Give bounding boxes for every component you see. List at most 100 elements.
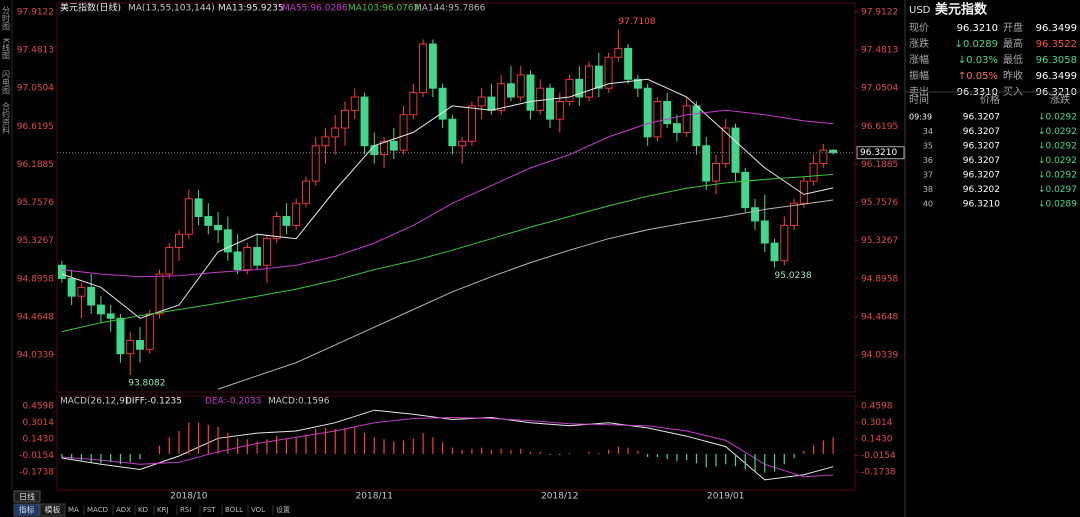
y-tick-label: 96.6195 xyxy=(861,122,898,132)
candle-body xyxy=(272,216,281,240)
tick-change: ↓0.0292 xyxy=(1038,142,1077,152)
candle-body xyxy=(516,74,525,98)
legend-entry: DIFF:-0.1235 xyxy=(125,397,182,407)
candle-body xyxy=(575,78,584,98)
y-tick-label: 94.0339 xyxy=(17,351,54,361)
indicator-tab[interactable]: MACD xyxy=(87,506,108,514)
legend-entry: DEA:-0.2033 xyxy=(205,397,261,407)
candle-body xyxy=(780,224,789,262)
toolbar-label[interactable]: 指标 xyxy=(19,505,35,515)
candle-body xyxy=(301,180,310,204)
y-tick-label: 94.8958 xyxy=(861,274,898,284)
candle-body xyxy=(194,198,203,217)
candle-body xyxy=(721,127,730,164)
legend-entry: MA144:95.7866 xyxy=(414,4,486,14)
candle-body xyxy=(672,123,681,133)
tick-price: 96.3207 xyxy=(963,113,1000,123)
quote-value: ↓0.0289 xyxy=(955,39,998,50)
quote-label: 最低 xyxy=(1003,53,1023,66)
candle-body xyxy=(751,207,759,222)
candle-body xyxy=(77,286,86,297)
candle-body xyxy=(555,101,564,120)
x-tick-label: 2018/11 xyxy=(356,492,393,502)
candle-body xyxy=(67,278,76,297)
sidebar-tab[interactable]: K线图 xyxy=(2,38,11,60)
y-tick-label: 95.3267 xyxy=(861,236,898,246)
candle-body xyxy=(380,140,389,156)
indicator-tab[interactable]: KD xyxy=(138,506,148,514)
candle-body xyxy=(145,313,154,350)
sidebar-tab[interactable]: 分时图 xyxy=(2,6,11,31)
period-button[interactable] xyxy=(13,490,41,503)
y-tick-label: 0.1430 xyxy=(23,435,55,445)
candle-body xyxy=(165,247,174,275)
table-header: 时间 xyxy=(909,93,929,106)
candle-body xyxy=(136,339,144,350)
candle-body xyxy=(604,56,613,89)
candle-body xyxy=(292,202,301,226)
indicator-tab[interactable]: 设置 xyxy=(276,505,290,514)
candle-body xyxy=(57,264,66,279)
candle-body xyxy=(731,127,740,173)
indicator-tab[interactable]: MA xyxy=(68,506,79,514)
candle-body xyxy=(370,145,379,156)
y-tick-label: 0.4598 xyxy=(23,402,55,412)
indicator-tab[interactable]: RSI xyxy=(180,506,191,514)
candle-body xyxy=(497,83,506,111)
candle-body xyxy=(702,145,711,182)
indicator-tab[interactable]: BOLL xyxy=(225,506,243,514)
tick-change: ↓0.0292 xyxy=(1038,171,1077,181)
candle-body xyxy=(243,247,252,271)
tick-price: 96.3202 xyxy=(963,185,1000,195)
quote-label: 振幅 xyxy=(909,69,929,82)
quote-value: ↑0.05% xyxy=(958,71,998,82)
candle-body xyxy=(741,171,750,209)
candle-body xyxy=(536,87,545,111)
y-tick-label: 96.1885 xyxy=(17,160,54,170)
y-tick-label: -0.1738 xyxy=(19,467,54,477)
macd-frame xyxy=(56,395,856,491)
candle-body xyxy=(760,220,769,244)
candle-body xyxy=(477,96,486,107)
line-series xyxy=(61,109,834,278)
toolbar-button[interactable] xyxy=(13,503,40,517)
toolbar-label[interactable]: 模板 xyxy=(45,505,61,515)
indicator-tab[interactable]: ADX xyxy=(116,506,131,514)
quote-label: 涨幅 xyxy=(909,53,929,66)
tick-time: 35 xyxy=(923,142,933,151)
candle-body xyxy=(184,198,193,235)
symbol: USD xyxy=(909,5,931,16)
quote-label: 昨收 xyxy=(1003,69,1023,82)
indicator-tab[interactable]: VOL xyxy=(251,506,265,514)
last-price-label: 96.3210 xyxy=(860,148,897,158)
legend-entry: MA13:95.9235 xyxy=(218,4,284,14)
y-tick-label: 97.9122 xyxy=(861,7,898,17)
candle-body xyxy=(341,109,349,129)
tick-change: ↓0.0297 xyxy=(1038,185,1077,195)
candle-body xyxy=(458,140,467,147)
quote-value: 96.3058 xyxy=(1036,55,1077,66)
candle-body xyxy=(653,101,662,138)
period-label[interactable]: 日线 xyxy=(19,492,35,502)
line-series xyxy=(61,416,834,478)
candle-body xyxy=(506,83,515,98)
candle-body xyxy=(87,286,96,306)
candle-body xyxy=(233,251,242,271)
candle-body xyxy=(116,317,125,355)
candle-body xyxy=(350,96,359,111)
indicator-tab[interactable]: FST xyxy=(203,506,216,514)
y-tick-label: 97.0504 xyxy=(861,84,898,94)
indicator-tab[interactable]: KRJ xyxy=(157,506,169,514)
tick-time: 40 xyxy=(923,200,933,209)
candle-body xyxy=(565,78,574,102)
table-header: 涨跌 xyxy=(1050,93,1070,106)
y-tick-label: 0.3014 xyxy=(861,418,893,428)
quote-value: 96.3499 xyxy=(1036,23,1077,34)
tick-time: 36 xyxy=(923,156,933,165)
sidebar-tab[interactable]: 合约资料 xyxy=(2,101,11,135)
quote-value: ↓0.03% xyxy=(958,55,998,66)
sidebar-tab[interactable]: 闪电图 xyxy=(2,70,11,95)
tick-time: 09:39 xyxy=(909,113,932,122)
candle-body xyxy=(526,74,535,111)
y-tick-label: 94.4648 xyxy=(861,313,898,323)
